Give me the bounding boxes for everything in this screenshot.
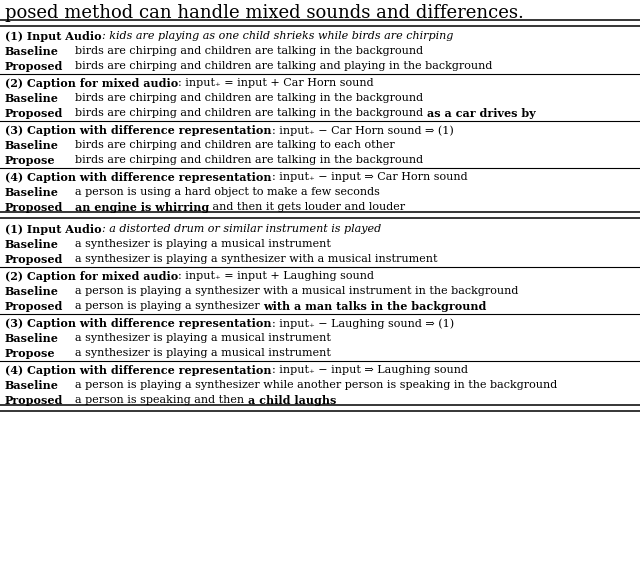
Text: a person is playing a synthesizer: a person is playing a synthesizer	[75, 301, 263, 311]
Text: Baseline: Baseline	[5, 140, 59, 151]
Text: a child laughs: a child laughs	[248, 395, 336, 406]
Text: (4) Caption with difference representation: (4) Caption with difference representati…	[5, 365, 271, 376]
Text: a synthesizer is playing a musical instrument: a synthesizer is playing a musical instr…	[75, 333, 331, 343]
Text: Proposed: Proposed	[5, 108, 63, 119]
Text: Proposed: Proposed	[5, 301, 63, 312]
Text: birds are chirping and children are talking in the background: birds are chirping and children are talk…	[75, 108, 427, 118]
Text: Baseline: Baseline	[5, 380, 59, 391]
Text: an engine is whirring: an engine is whirring	[75, 202, 209, 213]
Text: : a distorted drum or similar instrument is played: : a distorted drum or similar instrument…	[102, 224, 381, 234]
Text: a person is playing a synthesizer while another person is speaking in the backgr: a person is playing a synthesizer while …	[75, 380, 557, 390]
Text: Proposed: Proposed	[5, 202, 63, 213]
Text: birds are chirping and children are talking to each other: birds are chirping and children are talk…	[75, 140, 395, 150]
Text: : input₊ − input ⇒ Car Horn sound: : input₊ − input ⇒ Car Horn sound	[271, 172, 467, 182]
Text: a person is playing a synthesizer with a musical instrument in the background: a person is playing a synthesizer with a…	[75, 286, 518, 296]
Text: birds are chirping and children are talking in the background: birds are chirping and children are talk…	[75, 93, 423, 103]
Text: : kids are playing as one child shrieks while birds are chirping: : kids are playing as one child shrieks …	[102, 31, 453, 41]
Text: : input₊ − Laughing sound ⇒ (1): : input₊ − Laughing sound ⇒ (1)	[271, 318, 454, 328]
Text: Propose: Propose	[5, 348, 56, 359]
Text: (2) Caption for mixed audio: (2) Caption for mixed audio	[5, 78, 179, 89]
Text: birds are chirping and children are talking and playing in the background: birds are chirping and children are talk…	[75, 61, 492, 71]
Text: a synthesizer is playing a musical instrument: a synthesizer is playing a musical instr…	[75, 239, 331, 249]
Text: and then it gets louder and louder: and then it gets louder and louder	[209, 202, 405, 212]
Text: (4) Caption with difference representation: (4) Caption with difference representati…	[5, 172, 271, 183]
Text: a synthesizer is playing a synthesizer with a musical instrument: a synthesizer is playing a synthesizer w…	[75, 254, 438, 264]
Text: Baseline: Baseline	[5, 286, 59, 297]
Text: (1) Input Audio: (1) Input Audio	[5, 224, 102, 235]
Text: (2) Caption for mixed audio: (2) Caption for mixed audio	[5, 271, 179, 282]
Text: with a man talks in the background: with a man talks in the background	[263, 301, 486, 312]
Text: Baseline: Baseline	[5, 239, 59, 250]
Text: posed method can handle mixed sounds and differences.: posed method can handle mixed sounds and…	[5, 4, 524, 22]
Text: Proposed: Proposed	[5, 254, 63, 265]
Text: a synthesizer is playing a musical instrument: a synthesizer is playing a musical instr…	[75, 348, 331, 358]
Text: as a car drives by: as a car drives by	[427, 108, 536, 119]
Text: Baseline: Baseline	[5, 93, 59, 104]
Text: : input₊ = input + Car Horn sound: : input₊ = input + Car Horn sound	[179, 78, 374, 88]
Text: : input₊ − input ⇒ Laughing sound: : input₊ − input ⇒ Laughing sound	[271, 365, 467, 375]
Text: Baseline: Baseline	[5, 333, 59, 344]
Text: Propose: Propose	[5, 155, 56, 166]
Text: Proposed: Proposed	[5, 61, 63, 72]
Text: birds are chirping and children are talking in the background: birds are chirping and children are talk…	[75, 46, 423, 56]
Text: Baseline: Baseline	[5, 187, 59, 198]
Text: birds are chirping and children are talking in the background: birds are chirping and children are talk…	[75, 155, 423, 165]
Text: Baseline: Baseline	[5, 46, 59, 57]
Text: : input₊ = input + Laughing sound: : input₊ = input + Laughing sound	[179, 271, 374, 281]
Text: : input₊ − Car Horn sound ⇒ (1): : input₊ − Car Horn sound ⇒ (1)	[271, 125, 453, 136]
Text: (3) Caption with difference representation: (3) Caption with difference representati…	[5, 318, 271, 329]
Text: (3) Caption with difference representation: (3) Caption with difference representati…	[5, 125, 271, 136]
Text: Proposed: Proposed	[5, 395, 63, 406]
Text: (1) Input Audio: (1) Input Audio	[5, 31, 102, 42]
Text: a person is speaking and then: a person is speaking and then	[75, 395, 248, 405]
Text: a person is using a hard object to make a few seconds: a person is using a hard object to make …	[75, 187, 380, 197]
